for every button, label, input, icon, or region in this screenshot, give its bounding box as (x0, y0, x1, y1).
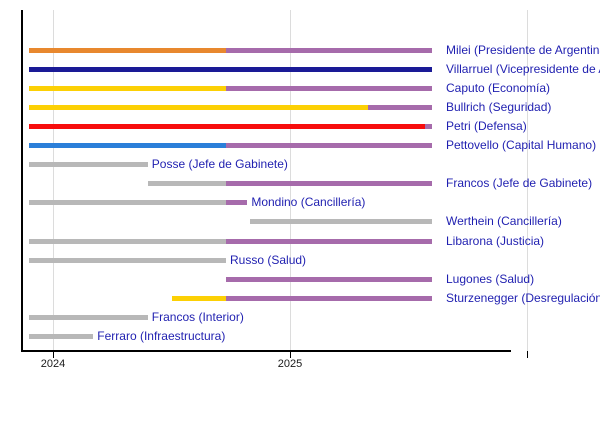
timeline-bar-segment (249, 219, 433, 225)
timeline-bar-segment (226, 143, 433, 149)
minister-label: Milei (Presidente de Argentina) (446, 43, 600, 57)
timeline-bar-segment (226, 181, 433, 187)
x-gridline (53, 10, 54, 351)
minister-label: Lugones (Salud) (446, 271, 535, 286)
minister-label: Pettovello (Capital Humano) (446, 138, 597, 153)
plot-area: 2024 2025 Milei (Presidente de Argentina) V… (21, 10, 600, 370)
minister-label: Caputo (Economía) (446, 81, 551, 96)
x-tick-mark (527, 351, 528, 358)
timeline-bar-segment (29, 257, 226, 263)
x-tick-mark (290, 351, 291, 358)
timeline-bar-segment (29, 238, 226, 244)
timeline-bar-segment (226, 86, 433, 92)
timeline-bar-segment (425, 124, 433, 130)
timeline-bar-segment (226, 276, 433, 282)
timeline-bar-segment (29, 48, 226, 53)
timeline-bar-segment (171, 295, 226, 301)
minister-label: Villarruel (Vicepresidente de Argentina) (446, 62, 600, 77)
x-gridline (527, 10, 528, 351)
minister-label: Libarona (Justicia) (446, 233, 545, 248)
minister-label: Russo (Salud) (230, 252, 307, 267)
timeline-bar-segment (226, 295, 433, 301)
minister-label: Francos (Jefe de Gabinete) (446, 176, 593, 191)
x-tick-label: 2024 (40, 358, 66, 370)
minister-label: Mondino (Cancillería) (251, 195, 366, 210)
x-tick-label: 2025 (277, 358, 303, 370)
x-gridline (290, 10, 291, 351)
minister-label: Posse (Jefe de Gabinete) (151, 157, 288, 172)
timeline-bar-segment (29, 314, 148, 320)
minister-label: Bullrich (Seguridad) (446, 100, 552, 115)
minister-label: Francos (Interior) (151, 309, 244, 324)
timeline-bar-segment (147, 181, 226, 187)
timeline-bar-segment (226, 238, 433, 244)
timeline-bar-segment (29, 124, 426, 130)
x-tick-mark (53, 351, 54, 358)
timeline-bar-segment (226, 200, 248, 206)
y-axis-line (21, 10, 23, 352)
timeline-bar-segment (29, 86, 226, 92)
timeline-bar-segment (29, 333, 94, 339)
timeline-bar-segment (29, 143, 226, 149)
timeline-bar-segment (29, 200, 226, 206)
minister-label: Sturzenegger (Desregulación) (446, 290, 600, 305)
timeline-bar-segment (29, 105, 369, 111)
timeline-bar-segment (29, 162, 148, 168)
minister-label: Werthein (Cancillería) (446, 214, 562, 229)
x-axis-line (21, 350, 511, 352)
minister-label: Petri (Defensa) (446, 119, 527, 134)
timeline-bar-segment (29, 67, 433, 73)
timeline-bar-segment (226, 48, 433, 53)
party-legend: Partidos políticos: PLLLAPDPROUCRUCEDEIn… (0, 380, 600, 430)
minister-label: Ferraro (Infraestructura) (97, 328, 226, 343)
timeline-bar-segment (368, 105, 433, 111)
